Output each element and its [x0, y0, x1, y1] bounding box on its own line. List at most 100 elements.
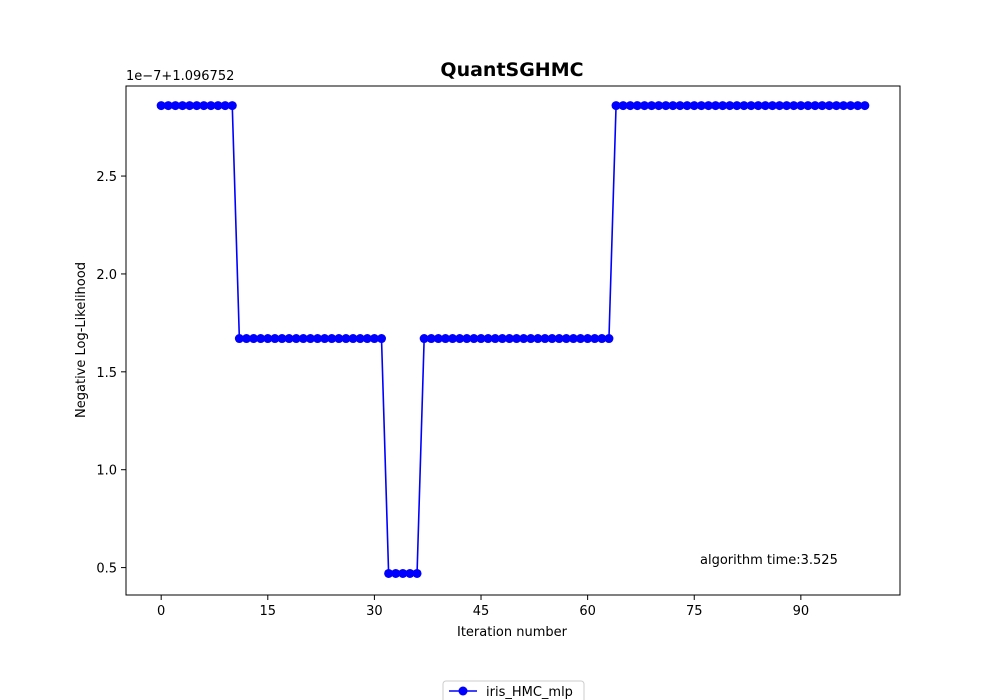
data-point — [291, 334, 301, 344]
axes-frame — [125, 85, 901, 596]
x-tick-label: 30 — [366, 604, 383, 619]
y-axis-title: Negative Log-Likelihood — [74, 262, 89, 418]
data-point — [597, 334, 607, 344]
data-point — [796, 101, 806, 111]
x-axis-title: Iteration number — [457, 625, 568, 640]
data-point — [163, 101, 173, 111]
data-point — [760, 101, 770, 111]
data-point — [405, 568, 415, 578]
data-point — [384, 568, 394, 578]
data-point — [604, 334, 614, 344]
data-point — [483, 334, 493, 344]
data-point — [433, 334, 443, 344]
data-point — [320, 334, 330, 344]
data-point — [391, 568, 401, 578]
y-tick-label: 1.5 — [96, 366, 117, 381]
data-point — [419, 334, 429, 344]
data-point — [440, 334, 450, 344]
data-point — [682, 101, 692, 111]
data-point — [625, 101, 635, 111]
data-point — [831, 101, 841, 111]
chart-title: QuantSGHMC — [440, 59, 583, 81]
data-point — [739, 101, 749, 111]
data-point — [639, 101, 649, 111]
x-tick-label: 90 — [793, 604, 810, 619]
data-point — [725, 101, 735, 111]
y-tick-label: 2.5 — [96, 170, 117, 185]
data-point — [789, 101, 799, 111]
data-point — [547, 334, 557, 344]
data-point — [782, 101, 792, 111]
legend-frame — [442, 680, 585, 700]
data-point — [369, 334, 379, 344]
data-point — [206, 101, 216, 111]
x-tick-label: 0 — [157, 604, 165, 619]
data-point — [313, 334, 323, 344]
data-point — [817, 101, 827, 111]
data-point — [249, 334, 259, 344]
data-point — [270, 334, 280, 344]
data-point — [583, 334, 593, 344]
data-point — [448, 334, 458, 344]
data-point — [305, 334, 315, 344]
data-point — [377, 334, 387, 344]
data-point — [476, 334, 486, 344]
data-point — [220, 101, 230, 111]
data-point — [590, 334, 600, 344]
data-point — [753, 101, 763, 111]
data-point — [277, 334, 287, 344]
legend: iris_HMC_mlp — [442, 680, 585, 700]
data-point — [256, 334, 266, 344]
data-point — [696, 101, 706, 111]
data-point — [284, 334, 294, 344]
data-point — [185, 101, 195, 111]
data-point — [746, 101, 756, 111]
data-point — [362, 334, 372, 344]
data-point — [504, 334, 514, 344]
data-point — [426, 334, 436, 344]
data-point — [327, 334, 337, 344]
y-offset-label: 1e−7+1.096752 — [126, 69, 234, 84]
data-point — [689, 101, 699, 111]
x-tick-label: 15 — [260, 604, 277, 619]
data-point — [838, 101, 848, 111]
data-point — [355, 334, 365, 344]
data-point — [348, 334, 358, 344]
data-point — [711, 101, 721, 111]
data-point — [334, 334, 344, 344]
data-point — [661, 101, 671, 111]
x-tick-label: 75 — [686, 604, 703, 619]
data-point — [519, 334, 529, 344]
data-point — [554, 334, 564, 344]
legend-label: iris_HMC_mlp — [486, 685, 573, 700]
data-point — [561, 334, 571, 344]
data-point — [668, 101, 678, 111]
data-point — [853, 101, 863, 111]
data-point — [533, 334, 543, 344]
data-point — [810, 101, 820, 111]
data-point — [178, 101, 188, 111]
data-point — [576, 334, 586, 344]
data-point — [654, 101, 664, 111]
data-point — [192, 101, 202, 111]
data-point — [462, 334, 472, 344]
data-point — [170, 101, 180, 111]
data-point — [298, 334, 308, 344]
data-point — [234, 334, 244, 344]
data-point — [732, 101, 742, 111]
data-point — [199, 101, 209, 111]
data-point — [568, 334, 578, 344]
data-point — [512, 334, 522, 344]
data-point — [263, 334, 273, 344]
y-tick-label: 2.0 — [96, 268, 117, 283]
y-tick-label: 0.5 — [96, 562, 117, 577]
data-point — [213, 101, 223, 111]
data-point — [156, 101, 166, 111]
data-point — [611, 101, 621, 111]
y-tick-label: 1.0 — [96, 464, 117, 479]
data-point — [341, 334, 351, 344]
algorithm-time-annotation: algorithm time:3.525 — [700, 553, 838, 568]
data-point — [490, 334, 500, 344]
